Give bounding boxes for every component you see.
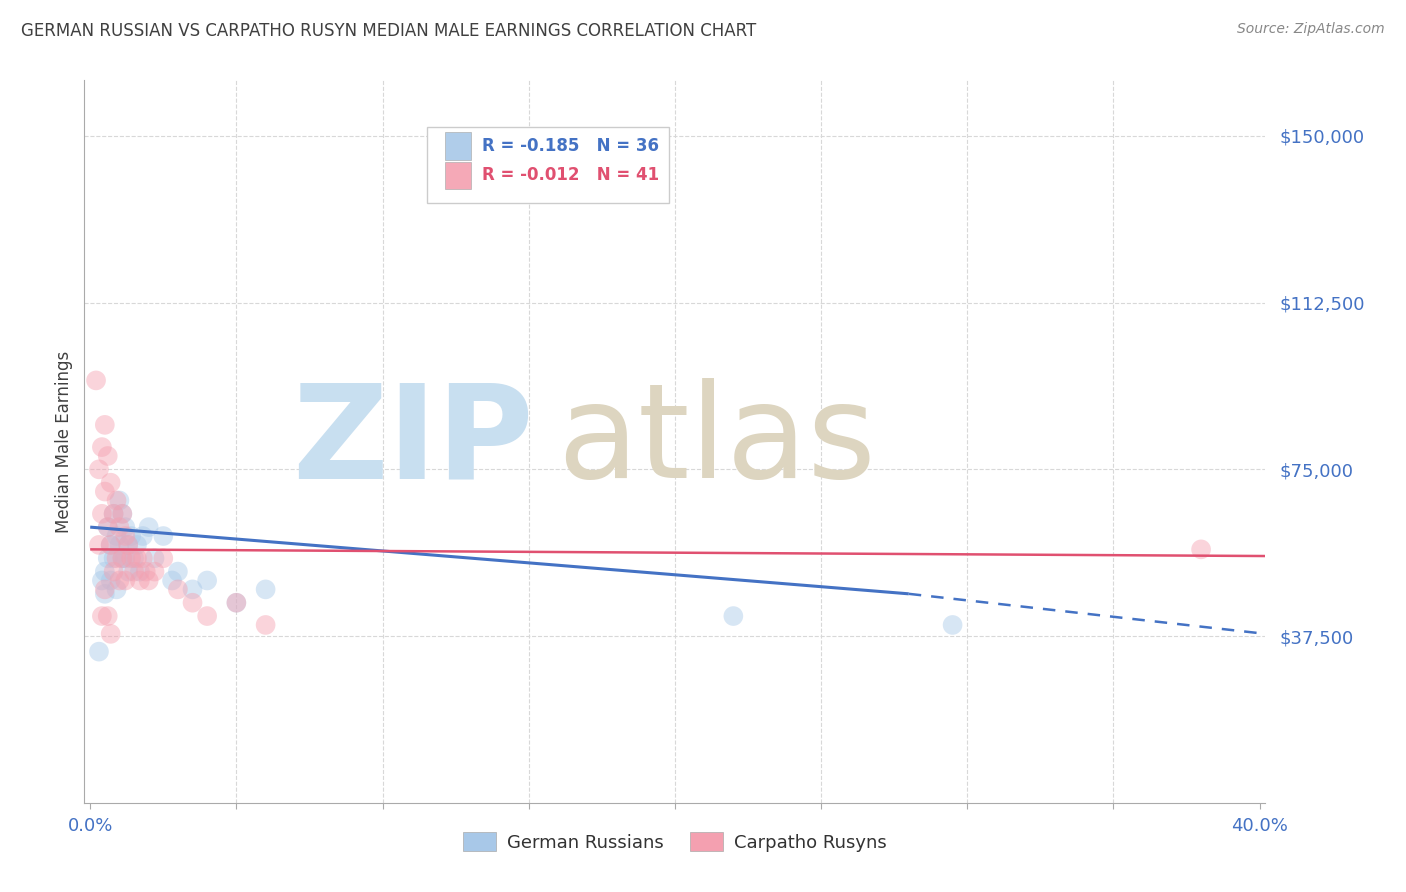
Point [120,529,142,543]
Point [125,551,148,566]
Point [138,520,160,534]
Point [108,520,131,534]
Point [97,551,120,566]
Point [94,582,117,597]
Text: ZIP: ZIP [291,378,533,505]
Point [105,529,128,543]
Point [132,529,155,543]
Point [225,596,247,610]
Point [87,538,110,552]
Point [125,538,148,552]
Point [181,596,204,610]
Point [100,574,122,588]
Text: atlas: atlas [557,378,876,505]
Text: R = -0.185   N = 36: R = -0.185 N = 36 [482,137,659,155]
Text: R = -0.012   N = 41: R = -0.012 N = 41 [482,167,659,185]
Point [105,493,128,508]
Point [94,587,117,601]
Point [129,565,152,579]
Point [84,373,107,387]
Point [181,582,204,597]
Point [100,627,122,641]
Point [723,609,745,624]
Point [143,565,166,579]
Point [122,565,145,579]
FancyBboxPatch shape [444,161,471,189]
Legend: German Russians, Carpatho Rusyns: German Russians, Carpatho Rusyns [456,825,894,859]
Point [138,574,160,588]
Point [117,538,139,552]
Point [152,529,174,543]
Point [135,565,157,579]
Point [97,449,120,463]
Point [132,551,155,566]
Y-axis label: Median Male Earnings: Median Male Earnings [55,351,73,533]
FancyBboxPatch shape [444,132,471,160]
Point [143,551,166,566]
Point [108,574,131,588]
Point [90,609,112,624]
Point [111,551,134,566]
Point [94,417,117,432]
Point [111,507,134,521]
Point [942,618,965,632]
Point [254,582,277,597]
Text: GERMAN RUSSIAN VS CARPATHO RUSYN MEDIAN MALE EARNINGS CORRELATION CHART: GERMAN RUSSIAN VS CARPATHO RUSYN MEDIAN … [21,22,756,40]
Point [225,596,247,610]
Point [195,574,218,588]
Point [105,582,128,597]
Point [160,574,183,588]
Point [122,551,145,566]
Point [108,538,131,552]
Point [152,551,174,566]
Point [103,565,125,579]
Point [100,538,122,552]
Point [114,551,136,566]
Point [100,475,122,490]
Point [97,520,120,534]
Point [195,609,218,624]
Point [117,565,139,579]
Point [114,529,136,543]
Point [90,574,112,588]
Point [117,538,139,552]
Point [94,565,117,579]
Point [1189,542,1212,557]
Point [90,507,112,521]
Point [111,551,134,566]
Point [114,574,136,588]
Point [167,565,190,579]
Point [111,507,134,521]
Point [97,520,120,534]
FancyBboxPatch shape [427,128,669,203]
Point [120,551,142,566]
Point [129,574,152,588]
Point [167,582,190,597]
Point [114,520,136,534]
Point [103,551,125,566]
Point [87,645,110,659]
Point [100,538,122,552]
Point [103,507,125,521]
Point [108,493,131,508]
Point [90,440,112,454]
Point [87,462,110,476]
Point [103,507,125,521]
Point [94,484,117,499]
Point [97,609,120,624]
Point [254,618,277,632]
Point [105,551,128,566]
Text: Source: ZipAtlas.com: Source: ZipAtlas.com [1237,22,1385,37]
